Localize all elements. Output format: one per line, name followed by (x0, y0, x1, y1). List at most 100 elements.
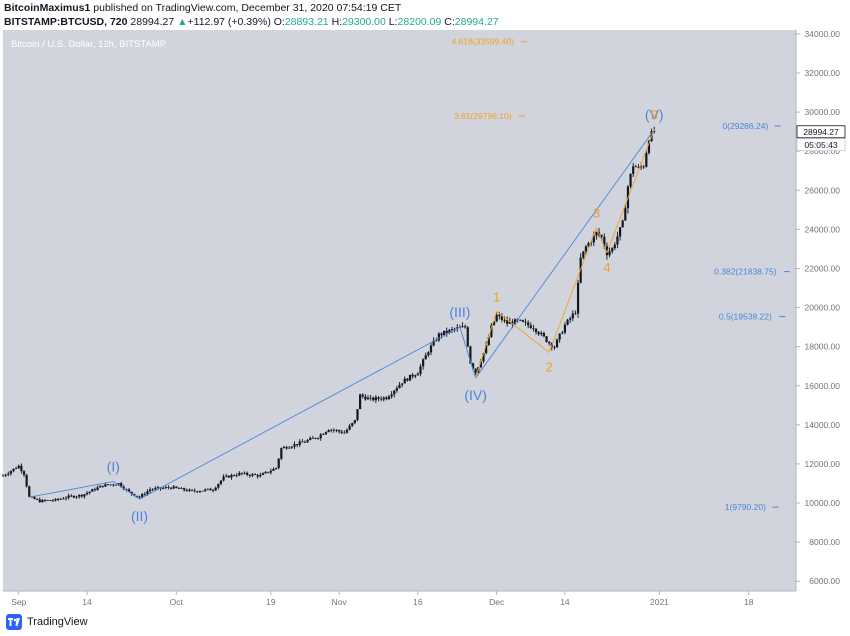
candle (172, 485, 175, 490)
candle-body (471, 363, 475, 369)
candle-body (500, 315, 504, 321)
candle-body (235, 475, 238, 477)
candle-body (432, 340, 435, 346)
candle (282, 445, 286, 449)
candle (72, 495, 75, 499)
candle-body (232, 475, 236, 476)
candle (450, 326, 454, 334)
wave-labels-layer: (I) (II) (III) (IV) (V) 1 2 3 4 5 (107, 107, 664, 524)
candle-body (243, 472, 246, 474)
candle-body (261, 473, 265, 475)
candle (51, 499, 54, 502)
candle-body (206, 488, 209, 490)
last-price-box (796, 125, 846, 139)
candle (167, 485, 170, 490)
candle-body (435, 340, 438, 342)
candle-body (613, 244, 616, 249)
candle (277, 458, 280, 470)
wave-line-orange (475, 311, 498, 379)
candle-body (316, 438, 320, 439)
candle-body (17, 465, 20, 469)
time-axis[interactable]: Sep 14 Oct 19 Nov 16 Dec 14 2021 18 (3, 590, 796, 607)
candle-body (314, 437, 317, 439)
low-value: 28200.09 (397, 16, 442, 28)
fib-level-label: 1(9790.20) (725, 502, 766, 512)
candle (109, 484, 112, 486)
price-tick-label: 18000.00 (805, 342, 841, 352)
candle-body (240, 472, 244, 474)
candle-body (204, 489, 207, 491)
price-change: +112.97 (+0.39%) (187, 16, 271, 28)
candle (537, 330, 540, 336)
candle (422, 358, 425, 370)
candle (466, 325, 469, 348)
fib-levels-layer: 4.618(33599.40) 3.61(29796.10) 0(29286.24)… (452, 37, 790, 512)
candle-body (351, 423, 354, 426)
candle (563, 322, 567, 335)
author-name[interactable]: BitcoinMaximus1 (4, 2, 91, 14)
candle (345, 428, 349, 434)
candle (416, 372, 419, 376)
candle (369, 395, 372, 401)
candle-body (605, 246, 609, 256)
candle-body (248, 474, 251, 476)
candle (343, 430, 346, 434)
tradingview-brand: TradingView (27, 616, 88, 628)
wave-label: (I) (107, 459, 120, 475)
candle-body (99, 485, 102, 488)
wave-label: 3 (593, 205, 600, 220)
candle-body (256, 474, 259, 477)
fib-level-label: 3.61(29796.10) (454, 111, 512, 121)
candle (316, 437, 320, 440)
candle (608, 247, 611, 258)
candle-body (385, 397, 388, 400)
time-tick-label: 18 (744, 597, 754, 607)
candle-body (527, 322, 530, 326)
tradingview-footer[interactable]: TradingView (6, 613, 88, 631)
candle-body (592, 235, 595, 243)
candle (193, 488, 196, 493)
chart-pane[interactable] (3, 30, 796, 591)
candle (96, 485, 99, 491)
tradingview-logo-icon (6, 614, 22, 630)
candle-body (353, 419, 356, 424)
candle (521, 319, 525, 323)
candle-body (196, 491, 199, 493)
candle (561, 330, 564, 335)
candle-body (600, 235, 603, 237)
candle-body (96, 487, 99, 491)
candle-body (295, 444, 299, 446)
publish-info: BitcoinMaximus1 published on TradingView… (4, 2, 401, 14)
candle-body (62, 498, 65, 500)
price-unit-label: USD (818, 40, 835, 49)
candle-body (91, 489, 94, 492)
candle (408, 374, 412, 381)
candle-body (156, 487, 160, 489)
candle-body (548, 341, 551, 344)
candle-body (214, 487, 217, 491)
price-chart[interactable]: 4.618(33599.40) 3.61(29796.10) 0(29286.24)… (0, 0, 850, 612)
price-axis[interactable]: 6000.00 8000.00 10000.00 12000.00 14000.00 16… (795, 29, 846, 591)
candle-body (246, 472, 249, 475)
candle-body (264, 471, 267, 474)
candle-body (277, 458, 280, 468)
candle-body (639, 166, 643, 168)
candle-body (148, 489, 152, 492)
candle-body (506, 319, 509, 324)
candle (474, 368, 477, 376)
wave-label: (II) (131, 508, 148, 524)
candle (632, 162, 635, 177)
candle-body (382, 397, 385, 400)
candle-body (238, 472, 241, 476)
candle-body (130, 491, 133, 494)
price-tick-label: 10000.00 (805, 498, 841, 508)
candle-body (529, 325, 532, 329)
candle-body (618, 227, 622, 237)
candle-body (482, 352, 485, 362)
candle-body (495, 314, 498, 322)
candle (519, 319, 522, 322)
candle (67, 493, 70, 500)
candle-body (361, 394, 364, 397)
candle (28, 485, 31, 498)
candle-body (162, 487, 165, 489)
